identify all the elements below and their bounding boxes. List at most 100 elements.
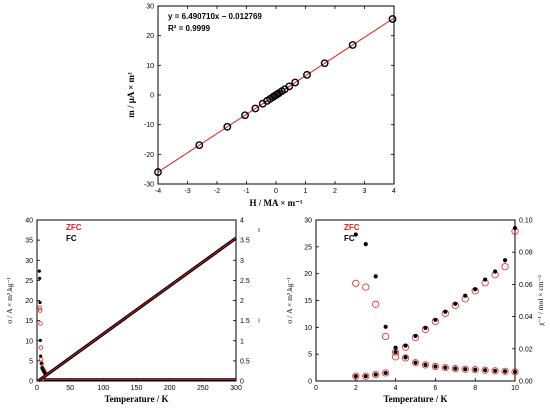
data-point-chi-inv-fc	[393, 349, 398, 355]
x-tick-label: 10	[511, 385, 519, 392]
data-point-sigma-fc	[483, 368, 488, 373]
data-point-sigma-fc	[373, 274, 378, 279]
y-tick-label: 20	[146, 33, 154, 40]
fc-point	[39, 354, 43, 358]
data-point-sigma-zfc	[401, 354, 410, 362]
data-point-chi-inv-fc	[483, 277, 488, 282]
data-point-sigma-fc	[502, 369, 508, 374]
zfc-point	[38, 345, 44, 350]
x-tick-label: 50	[66, 385, 74, 392]
y-axis-label: m / μA × m²	[126, 72, 136, 118]
data-point-chi-inv-fc	[473, 287, 478, 292]
y2-tick-label: 3	[240, 258, 244, 265]
x-tick-label: -2	[214, 188, 220, 195]
y2-tick-label: 2.5	[240, 278, 250, 285]
y2-tick-label: 0	[240, 379, 244, 386]
data-point-chi-inv-fc	[453, 301, 458, 306]
data-point-chi-inv-zfc	[382, 369, 390, 377]
y-tick-label: 10	[146, 63, 154, 70]
x-tick-label: 300	[230, 385, 242, 392]
x-tick-label: 200	[164, 385, 176, 392]
y-tick-label: 20	[304, 271, 312, 278]
y2-tick-label: 4	[240, 218, 244, 225]
fc-point	[38, 276, 42, 280]
chart-bottom-right: 0 2 4 6 8 10 0 5 10 15 20 25 30 0.00 0.02 0.04 0.06 0.08 0…	[285, 218, 545, 405]
y-tick-label: 30	[304, 218, 312, 225]
data-point-chi-inv-fc	[353, 374, 358, 379]
y-tick-label: 15	[304, 298, 312, 305]
y-tick-label: 35	[25, 238, 33, 245]
data-point-sigma-zfc	[491, 367, 499, 375]
x-tick-label: 8	[473, 385, 477, 392]
data-point-chi-inv-fc	[413, 333, 418, 339]
data-point-sigma-zfc	[382, 332, 390, 341]
fc-point	[39, 361, 43, 365]
data-point	[251, 104, 260, 113]
data-point-sigma-fc	[493, 368, 498, 373]
x-tick-label: -3	[184, 188, 190, 195]
y-tick-label: 10	[304, 325, 312, 332]
y-tick-label: -20	[144, 152, 154, 159]
y-tick-label: 10	[25, 338, 33, 345]
y2-tick-label: 0.08	[519, 250, 533, 257]
data-point-sigma-fc	[353, 232, 358, 237]
data-point-sigma-zfc	[451, 365, 459, 373]
data-point-sigma-zfc	[471, 366, 479, 374]
data-point-sigma-fc	[433, 364, 438, 369]
x-tick-label: 100	[97, 385, 109, 392]
data-point	[320, 59, 329, 68]
data-point-sigma-zfc	[441, 363, 449, 372]
data-point	[195, 141, 204, 150]
x-tick-label: -4	[155, 188, 161, 195]
x-tick-label: 250	[197, 385, 209, 392]
zfc-point	[38, 321, 43, 326]
legend-zfc: ZFC	[344, 223, 360, 232]
y-tick-label: -30	[144, 182, 154, 189]
x-axis-label: H / MA × m⁻¹	[249, 198, 302, 208]
data-point-sigma-zfc	[461, 365, 469, 373]
data-point-sigma-zfc	[511, 368, 519, 376]
chart-bottom-left: 0 50 100 150 200 250 300051015202530354000.511…	[5, 218, 260, 405]
x-tick-label: 0	[35, 385, 39, 392]
x-axis-label: Temperature / K	[384, 394, 448, 404]
data-point-sigma-fc	[463, 367, 468, 372]
data-point	[241, 111, 249, 120]
y-tick-label: 30	[25, 258, 33, 265]
y2-axis-label: χ⁻¹ / mol × cm⁻³	[536, 275, 545, 326]
plot-frame	[36, 219, 237, 382]
x-tick-label: 2	[354, 385, 358, 392]
data-point-chi-inv-fc	[493, 269, 498, 274]
x-tick-label: 4	[394, 385, 398, 392]
data-point	[303, 70, 311, 79]
y-tick-label: 0	[308, 379, 312, 386]
data-point-chi-inv-fc	[383, 370, 388, 376]
x-tick-label: -1	[243, 188, 249, 195]
fc-point	[38, 300, 42, 305]
plot-frame	[315, 219, 516, 382]
legend-zfc: ZFC	[66, 223, 82, 232]
y2-tick-label: 0.5	[240, 358, 250, 365]
data-point-chi-inv-zfc	[501, 263, 509, 271]
fit-r-squared: R² = 0.9999	[168, 24, 211, 33]
y-tick-label: 25	[25, 278, 33, 285]
y2-tick-label: 2	[240, 298, 244, 305]
data-point-sigma-zfc	[372, 300, 380, 308]
data-point-chi-inv-fc	[363, 374, 368, 379]
data-point-chi-inv-fc	[512, 225, 518, 231]
data-point-chi-inv-fc	[443, 309, 448, 314]
x-tick-label: 2	[333, 188, 337, 195]
y-tick-label: 25	[304, 244, 312, 251]
data-point-sigma-fc	[512, 369, 518, 374]
data-point-chi-inv-zfc	[362, 372, 370, 380]
y-tick-label: 30	[146, 4, 154, 11]
y2-axis-mark: ı	[258, 227, 260, 234]
data-point-sigma-zfc	[411, 359, 420, 367]
data-point-sigma-fc	[423, 362, 428, 367]
zfc-point	[38, 357, 44, 362]
inverse-susceptibility-fit	[38, 237, 237, 382]
y-tick-label: 20	[25, 298, 33, 305]
data-point-sigma-fc	[363, 242, 368, 247]
y2-tick-label: 0.06	[519, 282, 533, 289]
data-point-sigma-fc	[443, 365, 448, 370]
